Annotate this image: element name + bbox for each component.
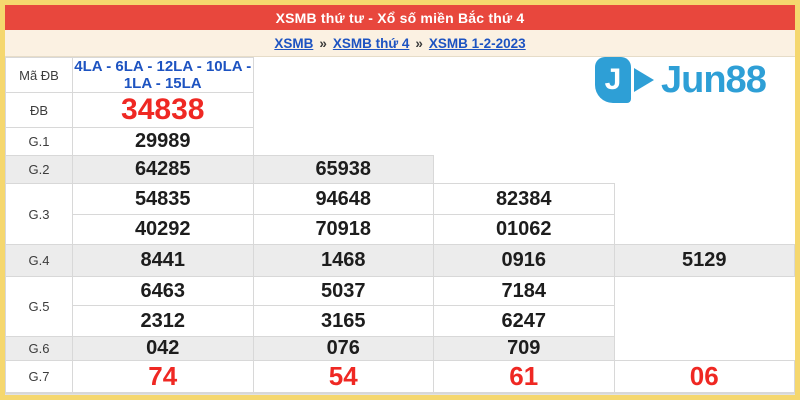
prize-label: G.2 [5,155,73,184]
results-table-body: Mã ĐB 4LA - 6LA - 12LA - 10LA - 1LA - 15L… [5,57,795,393]
prize-value: 5129 [613,244,795,277]
prize-value: 74 [72,360,254,393]
prize-value: 8441 [72,244,254,277]
prize-value: 54 [252,360,434,393]
play-triangle-icon [634,68,654,92]
prize-label: G.7 [5,360,73,393]
prize-value: 54835 [72,183,254,215]
prize-value: 6247 [433,305,615,337]
prize-value: 34838 [72,92,254,128]
prize-label: G.4 [5,244,73,277]
prize-label: G.3 [5,183,73,245]
prize-label: Mã ĐB [5,57,73,93]
jun88-watermark[interactable]: J Jun88 [595,57,767,103]
results-table: Mã ĐB 4LA - 6LA - 12LA - 10LA - 1LA - 15L… [5,57,795,393]
prize-value: 076 [252,336,434,361]
prize-value: 94648 [252,183,434,215]
prize-label: ĐB [5,92,73,128]
bottom-strip [5,393,795,395]
breadcrumb: XSMB » XSMB thứ 4 » XSMB 1-2-2023 [5,30,795,57]
prize-value: 1468 [252,244,434,277]
prize-value: 0916 [433,244,615,277]
page-title: XSMB thứ tư - Xổ số miền Bắc thứ 4 [275,9,525,26]
prize-value: 65938 [252,155,434,184]
prize-value: 3165 [252,305,434,337]
prize-value: 64285 [72,155,254,184]
breadcrumb-link-xsmb-thu-4[interactable]: XSMB thứ 4 [332,35,410,51]
prize-value: 5037 [252,276,434,306]
breadcrumb-separator: » [319,35,327,51]
results-panel: XSMB thứ tư - Xổ số miền Bắc thứ 4 XSMB … [5,5,795,395]
breadcrumb-link-xsmb-date[interactable]: XSMB 1-2-2023 [428,35,526,51]
prize-value: 709 [433,336,615,361]
prize-label: G.1 [5,127,73,156]
prize-value: 042 [72,336,254,361]
prize-value: 29989 [72,127,254,156]
prize-value: 01062 [433,214,615,245]
jun88-logo-text: Jun88 [661,58,767,101]
prize-value: 6463 [72,276,254,306]
prize-label: G.5 [5,276,73,337]
jun88-logo-icon: J [595,57,654,103]
prize-value: 2312 [72,305,254,337]
prize-value: 82384 [433,183,615,215]
prize-value: 06 [613,360,795,393]
jun88-j-bubble-icon: J [595,57,631,103]
breadcrumb-link-xsmb[interactable]: XSMB [274,35,314,51]
prize-value: 7184 [433,276,615,306]
prize-label: G.6 [5,336,73,361]
prize-value: 40292 [72,214,254,245]
prize-value: 70918 [252,214,434,245]
prize-value: 4LA - 6LA - 12LA - 10LA - 1LA - 15LA [72,57,254,93]
breadcrumb-separator: » [415,35,423,51]
page-header: XSMB thứ tư - Xổ số miền Bắc thứ 4 [5,5,795,30]
prize-value: 61 [433,360,615,393]
